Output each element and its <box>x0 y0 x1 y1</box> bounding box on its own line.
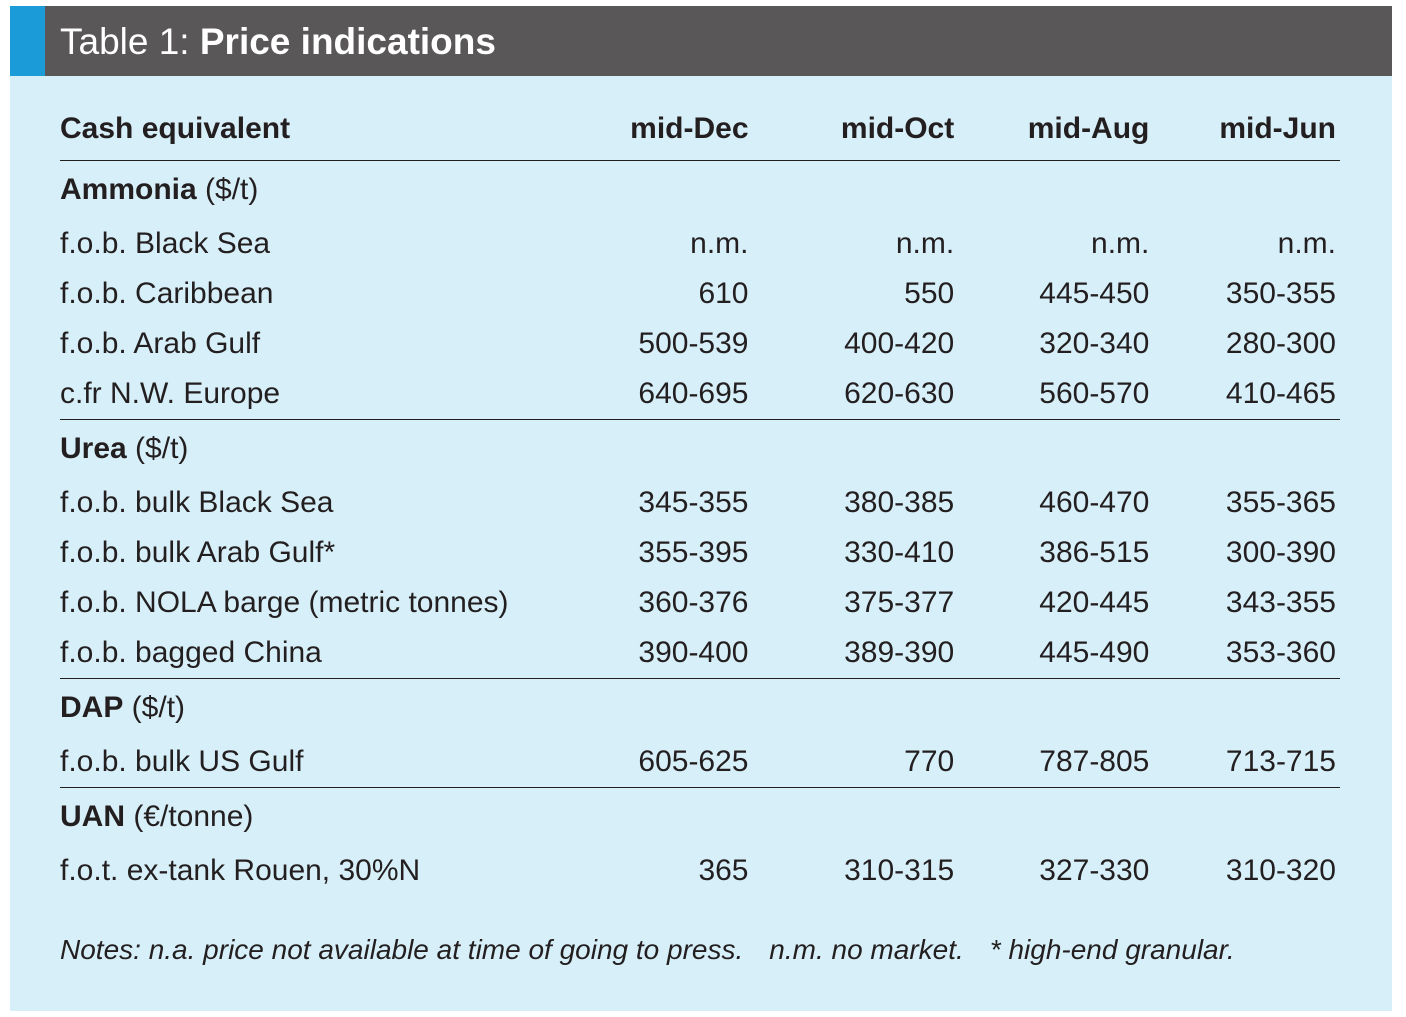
note-not-available: Notes: n.a. price not available at time … <box>60 934 744 965</box>
table-row: f.o.b. bulk US Gulf 605-625 770 787-805 … <box>60 737 1340 788</box>
cell-mid-jun: 410-465 <box>1225 377 1336 410</box>
cell-mid-oct: 389-390 <box>844 636 955 669</box>
cell-mid-oct: 400-420 <box>844 327 955 360</box>
cell-mid-dec: 360-376 <box>638 586 749 619</box>
cell-mid-jun: 280-300 <box>1225 327 1336 360</box>
column-header-mid-aug: mid-Aug <box>958 98 1154 161</box>
table-row: c.fr N.W. Europe 640-695 620-630 560-570… <box>60 369 1340 420</box>
cell-mid-dec: 500-539 <box>638 327 749 360</box>
cell-mid-dec: 610 <box>698 277 749 310</box>
header-row: Cash equivalent mid-Dec mid-Oct mid-Aug … <box>60 98 1340 161</box>
table-title-text: Price indications <box>199 21 496 62</box>
section-unit: ($/t) <box>196 173 259 206</box>
table-row: f.o.b. Caribbean 610 550 445-450 350-355 <box>60 269 1340 319</box>
cell-mid-oct: n.m. <box>895 227 955 260</box>
cell-mid-jun: 353-360 <box>1225 636 1336 669</box>
cell-mid-dec: n.m. <box>690 227 749 260</box>
cell-mid-aug: 445-490 <box>1039 636 1150 669</box>
cell-mid-oct: 380-385 <box>844 486 955 519</box>
section-name: Ammonia <box>60 173 197 206</box>
section-unit: ($/t) <box>126 432 189 465</box>
table-title-prefix: Table 1: <box>60 21 200 62</box>
cell-mid-jun: 350-355 <box>1225 277 1336 310</box>
note-high-end-granular: * high-end granular. <box>989 934 1235 965</box>
cell-mid-aug: 420-445 <box>1039 586 1150 619</box>
cell-mid-jun: 310-320 <box>1225 854 1336 887</box>
section-header-ammonia: Ammonia ($/t) <box>60 161 1340 220</box>
cell-mid-oct: 620-630 <box>844 377 955 410</box>
table-row: f.o.b. Arab Gulf 500-539 400-420 320-340… <box>60 319 1340 369</box>
row-label: f.o.b. Black Sea <box>60 227 271 260</box>
price-indications-table: Cash equivalent mid-Dec mid-Oct mid-Aug … <box>60 98 1340 896</box>
cell-mid-oct: 375-377 <box>844 586 955 619</box>
row-label: f.o.b. Caribbean <box>60 277 274 310</box>
section-unit: ($/t) <box>123 691 186 724</box>
table-row: f.o.b. bagged China 390-400 389-390 445-… <box>60 628 1340 679</box>
cell-mid-aug: 460-470 <box>1039 486 1150 519</box>
column-header-mid-dec: mid-Dec <box>571 98 753 161</box>
column-header-mid-jun: mid-Jun <box>1153 98 1340 161</box>
row-label: f.o.b. bagged China <box>60 636 322 669</box>
column-header-mid-oct: mid-Oct <box>752 98 959 161</box>
section-name: UAN <box>60 800 125 833</box>
cell-mid-oct: 770 <box>904 745 955 778</box>
section-header-urea: Urea ($/t) <box>60 419 1340 478</box>
table-row: f.o.b. bulk Black Sea 345-355 380-385 46… <box>60 478 1340 528</box>
cell-mid-jun: 343-355 <box>1225 586 1336 619</box>
table-notes: Notes: n.a. price not available at time … <box>60 934 1261 966</box>
cell-mid-dec: 345-355 <box>638 486 749 519</box>
cell-mid-jun: n.m. <box>1277 227 1336 260</box>
cell-mid-jun: 300-390 <box>1225 536 1336 569</box>
row-label: f.o.b. NOLA barge (metric tonnes) <box>60 586 509 619</box>
section-header-uan: UAN (€/tonne) <box>60 787 1340 846</box>
cell-mid-dec: 365 <box>698 854 749 887</box>
cell-mid-jun: 713-715 <box>1225 745 1336 778</box>
cell-mid-oct: 310-315 <box>844 854 955 887</box>
cell-mid-aug: 787-805 <box>1039 745 1150 778</box>
cell-mid-oct: 550 <box>904 277 955 310</box>
cell-mid-aug: 327-330 <box>1039 854 1150 887</box>
table-row: f.o.b. NOLA barge (metric tonnes) 360-37… <box>60 578 1340 628</box>
note-no-market: n.m. no market. <box>769 934 964 965</box>
section-header-dap: DAP ($/t) <box>60 678 1340 737</box>
section-name: Urea <box>60 432 127 465</box>
price-table-panel: Table 1: Price indications Cash equivale… <box>10 6 1392 1011</box>
table-title: Table 1: Price indications <box>60 6 496 76</box>
title-accent-stripe <box>10 6 45 76</box>
table-title-bar: Table 1: Price indications <box>10 6 1392 76</box>
row-label: f.o.b. bulk Arab Gulf* <box>60 536 336 569</box>
cell-mid-dec: 640-695 <box>638 377 749 410</box>
cell-mid-aug: 320-340 <box>1039 327 1150 360</box>
column-header-cash-equivalent: Cash equivalent <box>60 98 572 161</box>
cell-mid-dec: 605-625 <box>638 745 749 778</box>
section-name: DAP <box>60 691 124 724</box>
cell-mid-aug: n.m. <box>1091 227 1150 260</box>
row-label: f.o.t. ex-tank Rouen, 30%N <box>60 854 421 887</box>
table-row: f.o.b. Black Sea n.m. n.m. n.m. n.m. <box>60 219 1340 269</box>
row-label: f.o.b. Arab Gulf <box>60 327 261 360</box>
cell-mid-aug: 445-450 <box>1039 277 1150 310</box>
cell-mid-oct: 330-410 <box>844 536 955 569</box>
row-label: f.o.b. bulk US Gulf <box>60 745 304 778</box>
cell-mid-aug: 560-570 <box>1039 377 1150 410</box>
row-label: c.fr N.W. Europe <box>60 377 281 410</box>
row-label: f.o.b. bulk Black Sea <box>60 486 334 519</box>
cell-mid-aug: 386-515 <box>1039 536 1150 569</box>
section-unit: (€/tonne) <box>125 800 254 833</box>
table-row: f.o.b. bulk Arab Gulf* 355-395 330-410 3… <box>60 528 1340 578</box>
cell-mid-dec: 390-400 <box>638 636 749 669</box>
cell-mid-jun: 355-365 <box>1225 486 1336 519</box>
cell-mid-dec: 355-395 <box>638 536 749 569</box>
table-row: f.o.t. ex-tank Rouen, 30%N 365 310-315 3… <box>60 846 1340 896</box>
